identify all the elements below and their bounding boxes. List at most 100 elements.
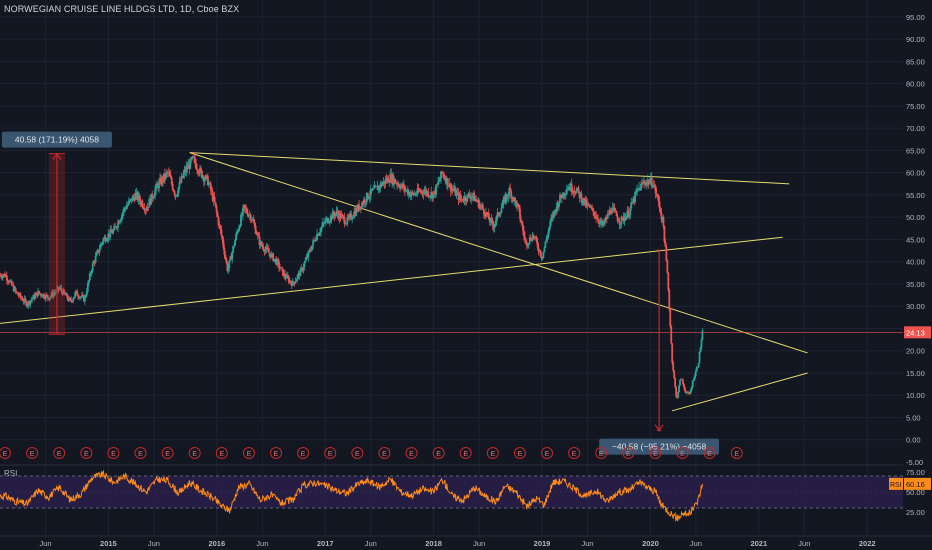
earnings-marker-icon[interactable] xyxy=(351,447,364,459)
candle-body xyxy=(240,214,242,226)
measure-badge[interactable] xyxy=(1,131,112,148)
measure-annotations[interactable]: 40.58 (171.19%) 4058 −40.58 (−95.21%) −40… xyxy=(1,131,719,455)
candle-body xyxy=(330,215,333,220)
price-axis-tick-label: -5.00 xyxy=(906,458,923,467)
candle-body xyxy=(197,170,199,174)
earnings-marker-icon[interactable] xyxy=(270,447,283,459)
candle-body xyxy=(579,193,582,198)
candle-body xyxy=(156,184,158,186)
candle-body xyxy=(386,177,389,182)
candle-body xyxy=(499,212,502,215)
candle-body xyxy=(377,186,380,191)
candle-body xyxy=(629,207,632,215)
earnings-marker-icon[interactable] xyxy=(161,447,174,459)
candle-body xyxy=(73,296,76,299)
candle-body xyxy=(375,185,378,187)
earnings-marker-icon[interactable] xyxy=(134,447,147,459)
candle-body xyxy=(426,191,429,194)
candle-body xyxy=(504,196,507,203)
earnings-marker-icon[interactable] xyxy=(459,447,472,459)
candle-body xyxy=(308,250,311,252)
earnings-marker-icon[interactable] xyxy=(568,447,581,459)
candle-body xyxy=(576,187,579,190)
candle-body xyxy=(171,183,174,190)
candle-body xyxy=(148,199,151,208)
earnings-marker-icon[interactable] xyxy=(595,447,608,459)
candle-body xyxy=(125,205,128,209)
trendline[interactable] xyxy=(189,152,790,185)
candle-body xyxy=(540,256,543,259)
earnings-marker-icon[interactable] xyxy=(297,447,310,459)
time-axis[interactable]: Jun 2015 Jun 2016 Jun 2017 Jun 2018 Jun 2019 Jun 20… xyxy=(0,535,932,548)
candle-body xyxy=(53,292,56,294)
earnings-marker-icon[interactable] xyxy=(378,447,391,459)
last-price-tag[interactable] xyxy=(904,326,931,339)
earnings-marker-icon[interactable] xyxy=(80,447,93,459)
earnings-marker-icon[interactable] xyxy=(703,447,716,459)
candle-body xyxy=(62,290,65,295)
candle-body xyxy=(127,200,130,205)
candle-body xyxy=(444,179,447,184)
candle-body xyxy=(223,247,226,255)
candle-body xyxy=(357,204,359,212)
earnings-marker-icon[interactable] xyxy=(26,447,39,459)
earnings-marker-icon[interactable] xyxy=(242,447,255,459)
candle-body xyxy=(524,239,527,243)
candle-body xyxy=(89,273,92,275)
measure-badge[interactable] xyxy=(599,438,719,455)
candle-body xyxy=(161,177,163,185)
candle-body xyxy=(176,193,179,196)
earnings-marker-icon[interactable] xyxy=(0,447,11,459)
earnings-marker-icon[interactable] xyxy=(107,447,120,459)
candle-body xyxy=(34,294,37,299)
earnings-marker-icon[interactable] xyxy=(486,447,499,459)
trendline[interactable] xyxy=(189,152,808,354)
earnings-marker-icon[interactable] xyxy=(215,447,228,459)
earnings-marker-icon[interactable] xyxy=(730,447,743,459)
earnings-marker-icon[interactable] xyxy=(188,447,201,459)
candle-body xyxy=(168,172,171,177)
candle-body xyxy=(519,208,521,219)
candle-body xyxy=(239,225,241,228)
trendline[interactable] xyxy=(0,236,783,324)
candle-body xyxy=(378,186,381,189)
earnings-marker-icon[interactable] xyxy=(676,447,689,459)
trendlines[interactable] xyxy=(0,152,808,412)
candle-body xyxy=(543,247,546,252)
candle-body xyxy=(478,200,480,209)
earnings-marker-icon[interactable] xyxy=(324,447,337,459)
candle-body xyxy=(359,206,361,210)
earnings-marker-icon[interactable] xyxy=(622,447,635,459)
candle-body xyxy=(520,218,522,223)
candle-body xyxy=(291,281,294,287)
earnings-marker-icon[interactable] xyxy=(513,447,526,459)
candle-body xyxy=(214,202,217,207)
candle-body xyxy=(546,237,549,240)
earnings-marker-label: E xyxy=(301,451,306,458)
earnings-marker-icon[interactable] xyxy=(405,447,418,459)
candle-body xyxy=(557,203,559,207)
candle-body xyxy=(565,189,568,194)
trendline[interactable] xyxy=(671,372,808,412)
candle-body xyxy=(387,177,390,183)
earnings-marker-label: E xyxy=(707,451,712,458)
candle-body xyxy=(554,209,557,211)
candle-body xyxy=(56,287,59,290)
earnings-marker-icon[interactable] xyxy=(649,447,662,459)
earnings-marker-icon[interactable] xyxy=(541,447,554,459)
candle-body xyxy=(348,215,351,218)
candle-body xyxy=(170,177,173,184)
earnings-marker-icon[interactable] xyxy=(432,447,445,459)
earnings-marker-icon[interactable] xyxy=(53,447,66,459)
candle-body xyxy=(107,233,110,240)
price-axis[interactable]: 95.00 90.00 85.00 80.00 75.00 70.00 65.00 60.00… xyxy=(889,0,932,550)
candle-body xyxy=(5,275,8,281)
candle-body xyxy=(685,392,688,394)
candle-body xyxy=(268,252,271,254)
rsi-value-tag[interactable] xyxy=(904,477,931,490)
candle-body xyxy=(135,192,138,194)
candle-body xyxy=(87,280,90,284)
candle-body xyxy=(485,212,488,216)
